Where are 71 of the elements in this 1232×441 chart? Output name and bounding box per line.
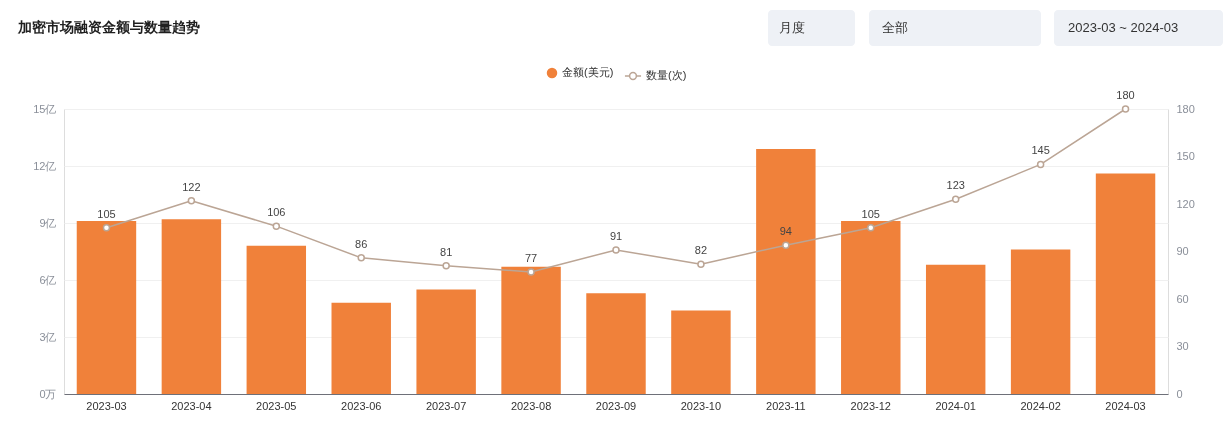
y-tick-label: 3亿 <box>39 330 57 343</box>
bar <box>246 245 307 394</box>
data-label: 91 <box>609 229 623 242</box>
bar <box>501 266 561 394</box>
x-tick-label: 2023-10 <box>680 399 722 412</box>
y2-tick-label: 180 <box>1176 102 1195 115</box>
x-tick-label: 2023-04 <box>171 399 212 412</box>
point <box>612 246 620 254</box>
x-tick-label: 2023-07 <box>425 399 467 412</box>
data-label: 180 <box>1116 89 1135 101</box>
point <box>187 197 196 205</box>
y2-tick-label: 60 <box>1176 292 1189 305</box>
point <box>357 254 365 262</box>
legend-label: 金额(美元) <box>562 66 614 78</box>
y2-tick-label: 0 <box>1176 387 1183 400</box>
x-tick-label: 2024-01 <box>935 399 976 412</box>
x-tick-label: 2023-08 <box>510 399 552 412</box>
point <box>782 241 790 249</box>
point <box>697 260 705 268</box>
text: 月度 <box>779 20 805 35</box>
bar <box>841 221 901 394</box>
x-tick-label: 2024-03 <box>1105 399 1146 412</box>
y-tick-label: 6亿 <box>39 273 57 286</box>
data-label: 86 <box>355 237 368 250</box>
chart-title: 加密市场融资金额与数量趋势 <box>17 19 200 35</box>
x-tick-label: 2023-09 <box>595 399 637 412</box>
data-label: 81 <box>440 245 453 258</box>
x-tick-label: 2023-12 <box>850 399 891 412</box>
y-tick-label: 15亿 <box>33 102 57 115</box>
point <box>1036 160 1045 169</box>
y2-tick-label: 30 <box>1176 340 1189 352</box>
bar <box>331 302 391 394</box>
y-tick-label: 0万 <box>39 387 57 400</box>
y2-tick-label: 120 <box>1176 197 1195 210</box>
x-tick-label: 2023-06 <box>341 399 382 412</box>
bar <box>76 221 137 394</box>
point <box>102 224 111 232</box>
text: 全部 <box>882 20 908 35</box>
y2-tick-label: 150 <box>1176 150 1195 162</box>
data-label: 145 <box>1031 144 1050 157</box>
x-tick-label: 2023-03 <box>86 399 127 412</box>
data-label: 106 <box>267 206 286 219</box>
data-label: 122 <box>182 180 201 193</box>
data-label: 77 <box>524 252 538 265</box>
text: 2023-03 ~ 2024-03 <box>1068 20 1179 35</box>
point <box>527 268 535 276</box>
bar <box>586 293 646 394</box>
bar <box>925 264 986 394</box>
point <box>951 195 960 203</box>
bar <box>1010 249 1071 394</box>
bar <box>671 310 731 394</box>
bar <box>1095 173 1156 394</box>
bar <box>161 219 222 394</box>
point <box>867 224 875 232</box>
data-label: 105 <box>861 207 880 220</box>
data-label: 123 <box>946 179 965 192</box>
y-tick-label: 12亿 <box>33 159 57 172</box>
point <box>272 222 281 230</box>
point <box>1121 105 1130 113</box>
data-label: 82 <box>694 244 708 257</box>
bar <box>416 289 476 394</box>
x-tick-label: 2024-02 <box>1020 399 1061 412</box>
bar <box>756 148 816 394</box>
x-tick-label: 2023-11 <box>766 399 806 412</box>
legend-label: 数量(次) <box>646 69 687 81</box>
data-label: 94 <box>779 225 792 238</box>
data-label: 105 <box>97 207 116 220</box>
y2-tick-label: 90 <box>1176 245 1189 257</box>
point <box>442 262 450 270</box>
y-tick-label: 9亿 <box>39 216 57 229</box>
x-tick-label: 2023-05 <box>256 399 297 412</box>
